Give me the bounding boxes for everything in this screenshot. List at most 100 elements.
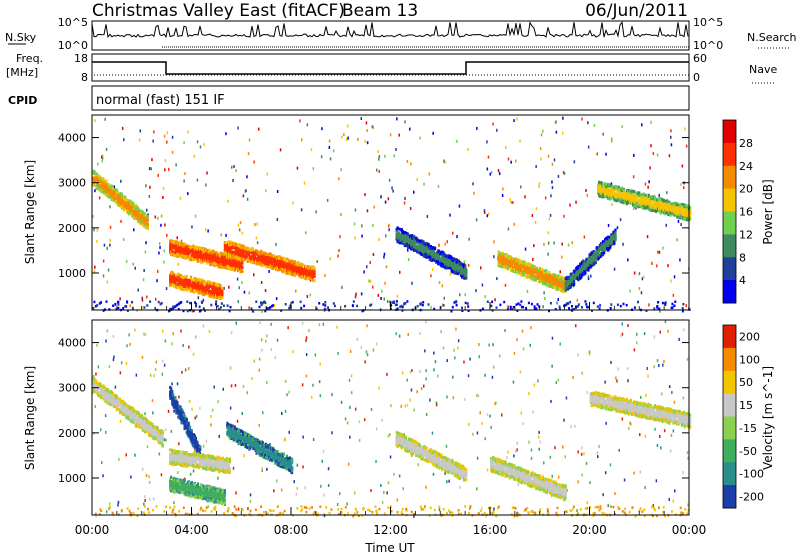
scatter-cell: [593, 124, 596, 127]
scatter-cell: [241, 231, 244, 235]
scatter-cell: [559, 270, 561, 274]
ground-scatter-cell: [591, 309, 593, 312]
ground-scatter-cell: [202, 307, 205, 310]
scatter-cell: [354, 295, 357, 299]
scatter-cell: [366, 265, 368, 269]
echo-cell: [172, 279, 175, 283]
scatter-cell: [203, 143, 205, 147]
echo-cell: [581, 268, 584, 272]
scatter-cell: [383, 255, 385, 259]
echo-cell: [190, 254, 193, 257]
echo-cell: [523, 269, 526, 273]
echo-cell: [115, 195, 118, 199]
echo-cell: [189, 281, 192, 285]
scatter-cell: [354, 236, 356, 240]
scatter-cell: [665, 223, 667, 227]
scatter-cell: [225, 132, 227, 136]
scatter-cell: [426, 215, 429, 218]
echo-cell: [146, 223, 149, 227]
freq-label: Freq.: [16, 52, 43, 65]
scatter-cell: [101, 159, 103, 163]
scatter-cell: [143, 269, 145, 272]
echo-cell: [142, 215, 145, 219]
echo-cell: [195, 279, 198, 283]
ground-scatter-cell: [220, 302, 223, 305]
scatter-cell: [392, 189, 394, 193]
echo-feature: [597, 180, 692, 222]
scatter-cell: [326, 198, 329, 202]
echo-cell: [432, 249, 436, 253]
scatter-cell: [449, 213, 451, 217]
scatter-cell: [396, 117, 398, 121]
scatter-cell: [557, 298, 559, 301]
echo-cell: [222, 263, 225, 267]
echo-cell: [282, 270, 285, 274]
scatter-cell: [328, 146, 331, 149]
scatter-cell: [543, 242, 545, 246]
echo-feature: [92, 169, 149, 231]
scatter-cell: [488, 212, 490, 216]
echo-cell: [187, 252, 190, 256]
echo-cell: [514, 259, 517, 263]
echo-cell: [515, 270, 518, 274]
echo-cell: [313, 273, 316, 277]
scatter-cell: [410, 162, 412, 166]
echo-cell: [567, 278, 570, 282]
echo-cell: [614, 234, 617, 238]
echo-cell: [173, 252, 176, 256]
echo-cell: [206, 291, 209, 295]
echo-cell: [218, 283, 221, 287]
ground-scatter-cell: [584, 300, 587, 303]
scatter-cell: [125, 259, 128, 263]
scatter-cell: [227, 199, 229, 203]
scatter-cell: [93, 228, 95, 232]
echo-cell: [596, 251, 599, 255]
echo-cell: [549, 274, 552, 278]
scatter-cell: [328, 139, 331, 143]
echo-cell: [227, 240, 230, 244]
scatter-cell: [658, 250, 661, 254]
ground-scatter-cell: [506, 307, 509, 311]
scatter-cell: [299, 119, 301, 123]
freq-panel: Freq. [MHz] 18 8 60 0 Nave: [6, 52, 777, 84]
scatter-cell: [92, 215, 94, 218]
freq-tick-top: 18: [74, 52, 88, 65]
ground-scatter-cell: [195, 304, 197, 307]
ground-scatter-cell: [406, 300, 409, 303]
echo-cell: [129, 205, 132, 209]
scatter-cell: [437, 184, 440, 188]
echo-cell: [465, 276, 468, 280]
scatter-cell: [544, 297, 546, 300]
scatter-cell: [611, 203, 613, 206]
echo-cell: [572, 280, 576, 284]
ground-scatter-cell: [467, 309, 470, 312]
echo-cell: [502, 253, 505, 257]
scatter-cell: [340, 213, 342, 216]
scatter-cell: [109, 243, 111, 247]
scatter-cell: [180, 239, 183, 243]
scatter-cell: [369, 279, 372, 283]
scatter-cell: [605, 152, 607, 156]
ground-scatter-cell: [255, 300, 258, 303]
scatter-cell: [225, 233, 227, 237]
echo-cell: [523, 273, 526, 277]
echo-cell: [564, 285, 567, 289]
ground-scatter-cell: [481, 307, 484, 311]
scatter-cell: [456, 235, 458, 239]
scatter-cell: [341, 135, 343, 139]
echo-cell: [252, 247, 255, 251]
echo-cell: [554, 283, 557, 286]
echo-cell: [242, 245, 245, 249]
scatter-cell: [467, 263, 470, 267]
ground-scatter-cell: [303, 304, 306, 308]
ground-scatter-cell: [260, 303, 263, 307]
scatter-cell: [231, 165, 233, 169]
echo-cell: [425, 250, 428, 254]
scatter-cell: [398, 133, 400, 137]
echo-cell: [518, 258, 521, 262]
scatter-cell: [378, 238, 380, 241]
scatter-cell: [555, 120, 557, 124]
echo-cell: [281, 257, 284, 261]
scatter-cell: [150, 167, 152, 171]
scatter-cell: [196, 140, 199, 144]
